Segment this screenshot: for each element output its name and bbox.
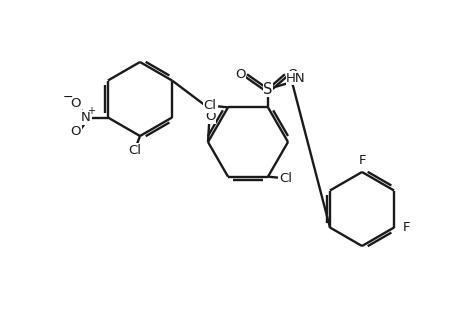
Text: Cl: Cl	[203, 99, 217, 112]
Text: O: O	[71, 97, 81, 110]
Text: −: −	[63, 91, 73, 104]
Text: F: F	[358, 153, 366, 166]
Text: O: O	[71, 125, 81, 138]
Text: O: O	[287, 68, 297, 81]
Text: F: F	[402, 221, 410, 234]
Text: HN: HN	[286, 72, 306, 84]
Text: O: O	[235, 68, 245, 81]
Text: O: O	[205, 111, 215, 124]
Text: N: N	[81, 111, 91, 124]
Text: +: +	[87, 107, 95, 116]
Text: Cl: Cl	[279, 172, 293, 185]
Text: S: S	[263, 81, 273, 96]
Text: Cl: Cl	[129, 144, 142, 157]
